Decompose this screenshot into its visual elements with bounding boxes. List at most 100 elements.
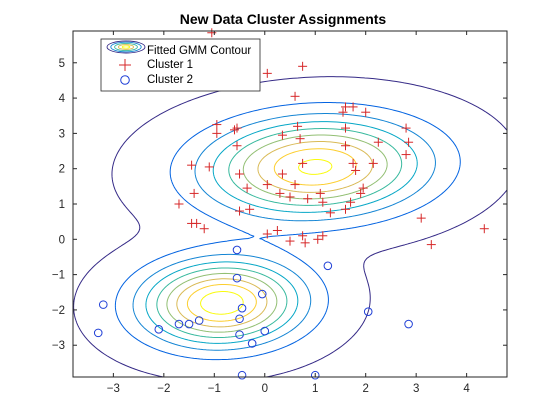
cluster-1-point	[358, 183, 368, 193]
cluster-1-point	[174, 199, 184, 209]
cluster-2-point	[237, 370, 247, 380]
cluster-1-point	[303, 194, 313, 204]
legend-contour-ring	[121, 45, 131, 49]
cluster-1-point	[262, 180, 272, 190]
cluster-2-point	[232, 273, 242, 283]
legend-contour-ring	[110, 41, 142, 53]
cluster-1-point	[401, 123, 411, 133]
cluster-1-point	[300, 238, 310, 248]
cluster-2-point	[235, 314, 244, 324]
cluster-1-point	[212, 120, 222, 130]
legend-contour-ring	[106, 40, 146, 54]
legend-label-cluster-1: Cluster 1	[147, 59, 193, 71]
cluster-2-point	[310, 370, 320, 380]
cluster-1-point	[298, 231, 308, 241]
cluster-1-point	[361, 107, 371, 117]
cluster-1-point	[242, 183, 252, 193]
y-tick-label: −2	[52, 305, 65, 317]
cluster-2-point	[260, 326, 270, 336]
cluster-1-point	[298, 61, 308, 71]
cluster-2-point	[184, 319, 194, 329]
x-axis: −3 −2 −1 0 1 2 3 4	[107, 31, 470, 395]
cluster-1-point	[404, 137, 414, 147]
cluster-1-point	[315, 188, 325, 198]
cluster-1-point	[192, 218, 202, 228]
contour-level-7	[176, 140, 374, 328]
cluster-1-point	[325, 208, 335, 218]
x-tick-label: 2	[362, 383, 368, 395]
legend-item-cluster-1: Cluster 1	[119, 59, 193, 71]
x-tick-label: 3	[413, 383, 419, 395]
contour-level-3	[132, 113, 436, 351]
cluster-2-point	[98, 300, 108, 309]
cluster-1-point	[262, 229, 272, 239]
cluster-1-point	[351, 165, 361, 175]
y-tick-label: 0	[59, 234, 65, 246]
cluster-1-point	[341, 204, 351, 214]
cluster-1-point	[245, 204, 255, 214]
cluster-1-point	[199, 224, 209, 234]
cluster-1-point	[368, 158, 378, 168]
x-tick-label: 0	[262, 383, 268, 395]
y-tick-label: −3	[52, 340, 65, 352]
contour-legend-icon	[106, 40, 146, 54]
cluster-1-point	[275, 188, 285, 198]
legend-item-cluster-2: Cluster 2	[120, 74, 193, 86]
cluster-1-point	[262, 68, 272, 78]
cluster-2-point	[235, 330, 244, 339]
x-tick-label: −2	[157, 383, 170, 395]
cluster-2-point	[237, 303, 247, 313]
gmm-contours	[73, 76, 508, 378]
cluster-1-point	[277, 130, 287, 140]
cluster-1-point	[348, 158, 358, 168]
y-tick-label: 4	[59, 93, 66, 105]
cluster-1-point	[426, 240, 436, 250]
contour-level-2	[114, 102, 461, 361]
contour-level-4	[145, 121, 418, 344]
x-tick-label: 1	[312, 383, 318, 395]
cluster-2-point	[154, 325, 164, 334]
data-markers	[93, 28, 489, 380]
cluster-1-point	[341, 123, 351, 133]
cluster-1-point	[479, 224, 489, 234]
cluster-1-point	[189, 188, 199, 198]
cluster-1-point	[290, 91, 300, 101]
contour-level-6	[166, 134, 388, 333]
y-tick-label: 1	[59, 199, 65, 211]
cluster-2-point	[247, 339, 257, 348]
legend-label-contour: Fitted GMM Contour	[147, 45, 251, 57]
cluster-1-point	[204, 162, 214, 172]
cluster-1-point	[373, 137, 383, 147]
contour-level-8	[186, 148, 357, 322]
y-tick-label: 2	[59, 164, 65, 176]
cluster-1-point	[401, 150, 411, 160]
cluster-2-point	[232, 245, 242, 255]
cluster-1-point	[232, 123, 242, 133]
cluster-1-point	[356, 188, 366, 198]
cluster-2-point	[257, 289, 267, 299]
legend-label-cluster-2: Cluster 2	[147, 74, 193, 86]
cluster-2-point	[404, 319, 413, 329]
cluster-1-point	[295, 134, 305, 144]
cluster-1-point	[290, 180, 300, 190]
cluster-1-point	[187, 160, 197, 170]
y-tick-label: 5	[59, 58, 65, 70]
chart-title: New Data Cluster Assignments	[180, 11, 387, 27]
cluster-1-point	[298, 158, 308, 168]
y-tick-label: 3	[59, 128, 65, 140]
plus-marker-icon	[119, 59, 131, 71]
legend-contour-ring	[114, 42, 138, 52]
x-tick-label: −3	[107, 383, 120, 395]
legend-contour-ring	[117, 44, 135, 50]
cluster-1-point	[313, 234, 323, 244]
cluster-1-point	[341, 141, 351, 151]
cluster-1-point	[338, 107, 348, 117]
legend: Fitted GMM Contour Cluster 1 Cluster 2	[100, 38, 261, 92]
cluster-1-point	[232, 141, 242, 151]
cluster-2-point	[194, 316, 204, 325]
cluster-1-point	[346, 197, 356, 207]
cluster-2-point	[93, 328, 103, 338]
cluster-1-point	[341, 102, 351, 112]
y-tick-label: −1	[52, 270, 65, 282]
